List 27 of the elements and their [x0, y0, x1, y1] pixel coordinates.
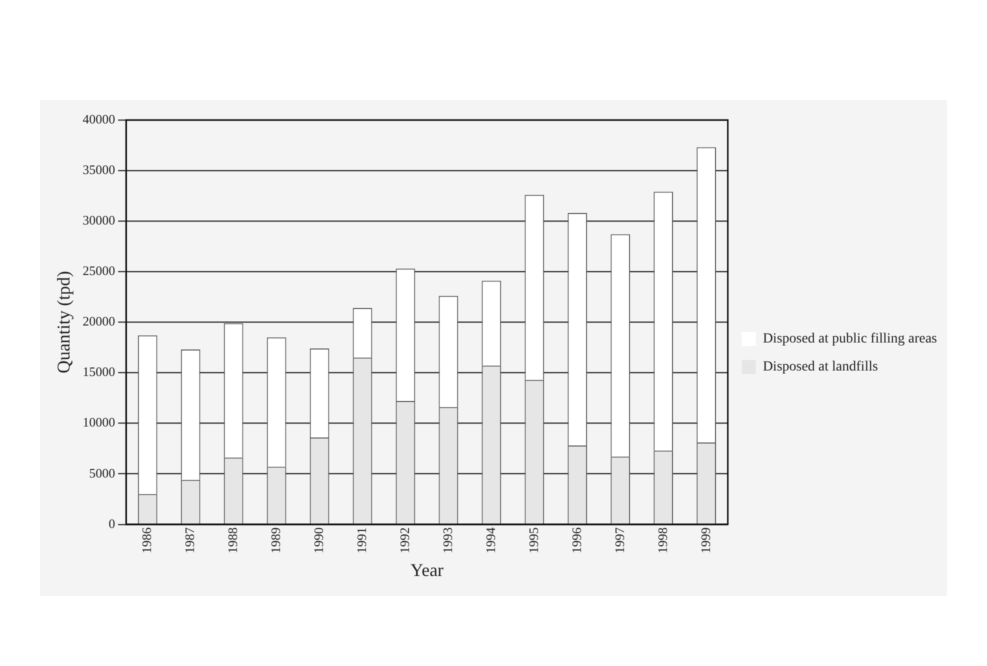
x-tick-label: 1992: [396, 527, 412, 554]
x-tick-label: 1988: [224, 527, 240, 554]
x-tick-label: 1998: [654, 527, 670, 554]
x-tick-label: 1994: [482, 526, 498, 554]
y-axis-title: Quantity (tpd): [54, 270, 74, 374]
y-tick-label: 0: [108, 516, 116, 531]
x-tick-label: 1989: [268, 527, 283, 554]
y-tick-label: 40000: [82, 111, 116, 126]
x-tick-label: 1997: [612, 526, 627, 554]
y-tick-label: 30000: [82, 212, 116, 228]
y-tick-label: 5000: [89, 465, 116, 480]
x-tick-label: 1999: [698, 527, 713, 554]
legend-label: Disposed at landfills: [762, 360, 878, 375]
y-tick-label: 10000: [82, 414, 116, 430]
x-axis-title: Year: [410, 560, 444, 580]
x-tick-label: 1993: [440, 527, 455, 554]
y-tick-label: 20000: [82, 314, 116, 329]
x-tick-label: 1991: [354, 527, 369, 554]
y-tick-label: 15000: [82, 364, 116, 380]
x-tick-label: 1996: [568, 526, 584, 554]
x-tick-label: 1987: [182, 526, 197, 554]
y-tick-label: 35000: [82, 162, 116, 177]
x-tick-label: 1995: [526, 527, 541, 554]
x-tick-label: 1990: [310, 527, 326, 554]
legend-label: Disposed at public filling areas: [762, 332, 938, 347]
y-tick-label: 25000: [82, 263, 116, 278]
x-tick-label: 1986: [139, 526, 154, 554]
